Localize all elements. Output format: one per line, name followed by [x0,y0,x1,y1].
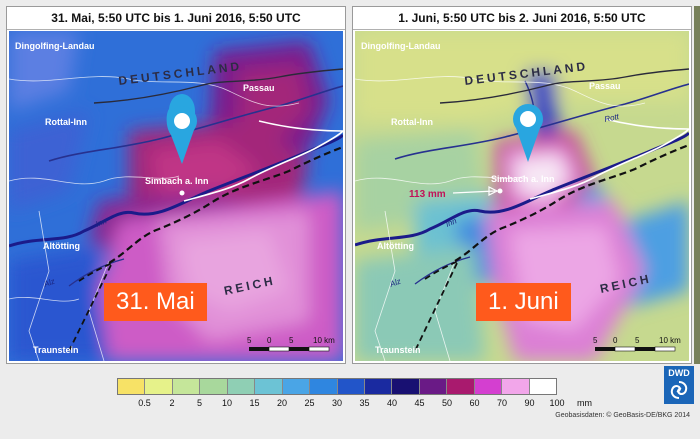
legend-swatch [227,379,256,394]
legend-tick-label: 20 [276,398,288,408]
legend-tick-label: 90 [524,398,535,408]
scale-bar: 5 0 5 10 km [593,336,681,352]
legend-tick-label: 2 [169,398,175,408]
precipitation-map-graphic: Dingolfing-Landau Passau Rottal-Inn Simb… [355,31,689,361]
dwd-logo: DWD [664,366,694,404]
legend-tick-label: 15 [249,398,260,408]
place-label: Passau [243,83,275,93]
legend-tick-label: 30 [331,398,343,408]
legend-tick-label: 25 [304,398,315,408]
swirl-icon [670,381,688,399]
svg-text:0: 0 [613,336,618,345]
max-precip-annotation: 113 mm [409,189,446,200]
river-label: Rott [604,112,621,124]
legend-swatch [502,379,530,394]
legend-swatch [364,379,393,394]
precipitation-legend: 0.5 2 5 10 15 20 25 30 35 40 45 50 60 70 90 100 mm [117,378,592,420]
place-label: Traunstein [375,345,421,355]
legend-swatch [474,379,503,394]
svg-text:0: 0 [267,336,272,345]
legend-tick-label: 60 [469,398,480,408]
place-label: Altötting [43,241,80,251]
legend-tick-label: 45 [414,398,425,408]
svg-text:5: 5 [635,336,640,345]
legend-tick-label: 70 [496,398,508,408]
river-label: Alz [388,277,402,290]
legend-swatch [118,379,146,394]
legend-tick-label: 10 [221,398,233,408]
legend-tick-label: 35 [359,398,370,408]
legend-color-bar [117,378,557,395]
place-label: Rottal-Inn [391,117,433,127]
map-panel-jun1: 1. Juni, 5:50 UTC bis 2. Juni 2016, 5:50… [352,6,692,364]
date-label-jun1: 1. Juni [476,283,571,321]
legend-swatch [419,379,448,394]
place-label: Dingolfing-Landau [15,41,94,51]
svg-text:5: 5 [247,336,252,345]
precipitation-map: Dingolfing-Landau Passau Rottal-Inn Simb… [355,31,689,361]
logo-text: DWD [668,368,690,378]
town-marker [497,188,503,194]
river-label: Inn [444,216,458,229]
place-label-simbach: Simbach a. Inn [145,176,209,186]
location-pin-icon [166,94,197,164]
date-label-may31: 31. Mai [104,283,207,321]
svg-text:5: 5 [593,336,598,345]
svg-text:10 km: 10 km [659,336,681,345]
place-label: Passau [589,81,621,91]
legend-tick-label: 100 [549,398,565,408]
map-panel-may31: 31. Mai, 5:50 UTC bis 1. Juni 2016, 5:50… [6,6,346,364]
legend-swatch [282,379,311,394]
legend-swatch [447,379,475,394]
legend-unit: mm [577,398,592,408]
legend-swatch [310,379,338,394]
legend-tick-label: 50 [441,398,453,408]
annotation-arrow [452,190,496,194]
place-label: Altötting [377,241,414,251]
svg-text:10 km: 10 km [313,336,335,345]
river-label: Alz [42,277,56,290]
legend-tick-label: 0.5 [138,398,151,408]
adjacent-photo-strip [694,6,700,364]
legend-swatch [529,379,556,394]
place-label: Rottal-Inn [45,117,87,127]
scale-bar: 5 0 5 10 km [247,336,335,352]
legend-swatch [337,379,365,394]
legend-swatch [200,379,228,394]
river-label: Inn [94,216,108,229]
location-pin-icon [513,104,543,162]
legend-ticks: 0.5 2 5 10 15 20 25 30 35 40 45 50 60 70 90 100 mm [117,395,592,411]
place-label-simbach: Simbach a. Inn [491,174,555,184]
legend-swatch [255,379,283,394]
panel-title: 1. Juni, 5:50 UTC bis 2. Juni 2016, 5:50… [353,7,691,30]
data-credit: Geobasisdaten: © GeoBasis-DE/BKG 2014 [555,412,690,419]
svg-text:5: 5 [289,336,294,345]
legend-tick-label: 40 [386,398,398,408]
legend-swatch [172,379,201,394]
arrow-head-icon [488,186,499,196]
place-label: Dingolfing-Landau [361,41,440,51]
legend-tick-label: 5 [196,398,203,408]
legend-swatch [392,379,420,394]
town-marker [179,190,185,196]
legend-swatch [145,379,173,394]
panel-title: 31. Mai, 5:50 UTC bis 1. Juni 2016, 5:50… [7,7,345,30]
place-label: Traunstein [33,345,79,355]
